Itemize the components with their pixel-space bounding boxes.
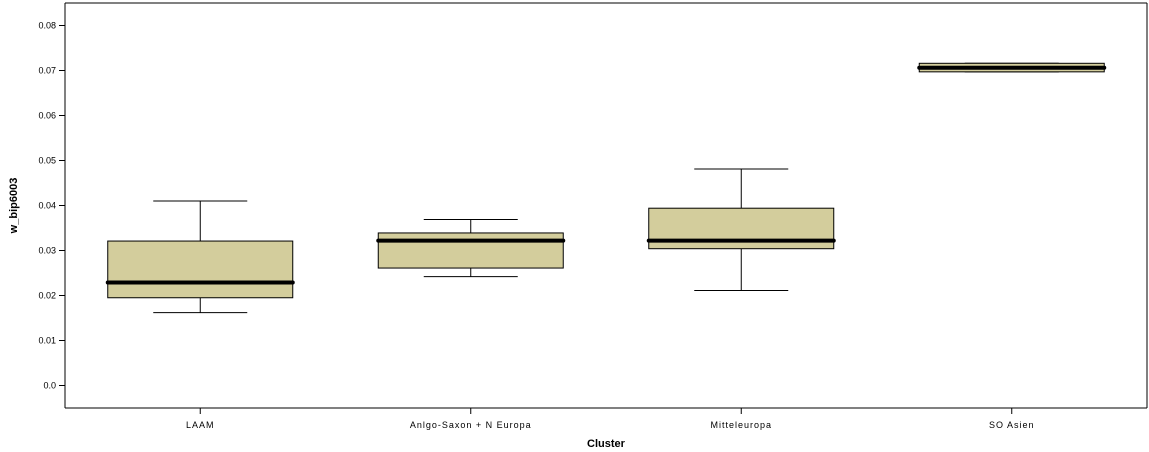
x-tick-label: LAAM <box>186 420 215 430</box>
x-tick-label: Mitteleuropa <box>710 420 772 430</box>
box-iqr <box>648 207 835 250</box>
y-tick-label: 0.02 <box>38 291 56 301</box>
box-iqr <box>107 240 294 299</box>
plot-axes: 0.0 0.01 0.02 0.03 0.04 0.05 0.06 0.07 0.08 LAAM A… <box>38 2 1148 430</box>
y-tick-label: 0.04 <box>38 201 56 211</box>
box-3 <box>917 62 1107 73</box>
box-series <box>105 62 1107 314</box>
x-tick-label: Anlgo-Saxon + N Europa <box>410 420 532 430</box>
box-iqr <box>377 232 564 269</box>
y-tick-label: 0.0 <box>43 381 56 391</box>
y-tick-label: 0.08 <box>38 21 56 31</box>
box-1 <box>376 218 566 278</box>
x-tick-label: SO Asien <box>989 420 1035 430</box>
y-tick-label: 0.03 <box>38 246 56 256</box>
y-axis-title: w_bip6003 <box>8 178 20 235</box>
y-tick-label: 0.06 <box>38 111 56 121</box>
y-tick-label: 0.01 <box>38 336 56 346</box>
x-axis-title: Cluster <box>587 438 626 450</box>
y-tick-label: 0.05 <box>38 156 56 166</box>
box-0 <box>105 200 295 314</box>
y-tick-label: 0.07 <box>38 66 56 76</box>
box-2 <box>646 168 836 292</box>
